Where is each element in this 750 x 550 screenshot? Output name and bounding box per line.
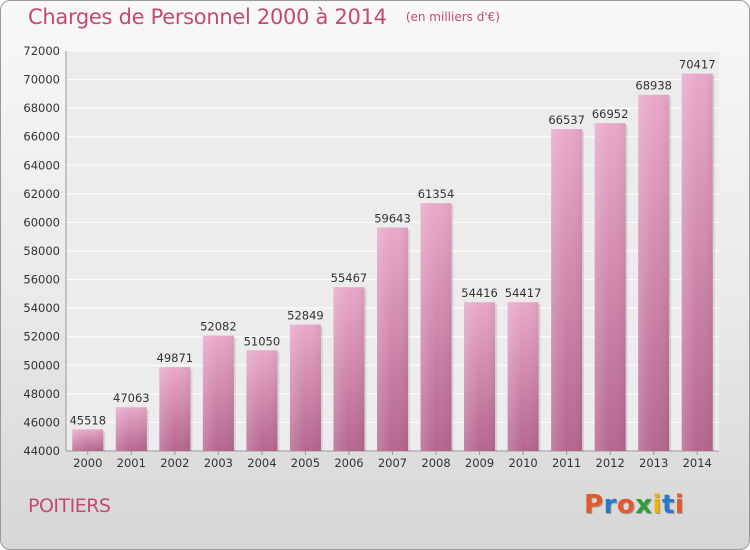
bar-highlight (681, 73, 713, 451)
data-label: 54416 (461, 286, 498, 300)
bar-highlight (115, 407, 147, 451)
bar-highlight (202, 335, 234, 451)
logo-letter: t (661, 490, 675, 520)
y-tick-label: 72000 (23, 44, 60, 58)
x-tick-label: 2005 (291, 456, 320, 470)
y-tick-label: 54000 (23, 301, 60, 315)
data-label: 59643 (374, 212, 411, 226)
bar-highlight (246, 350, 278, 451)
data-label: 45518 (69, 413, 106, 427)
y-tick-label: 64000 (23, 158, 60, 172)
data-label: 52849 (287, 309, 324, 323)
data-label: 55467 (331, 271, 368, 285)
chart-title: Charges de Personnel 2000 à 2014 (28, 5, 387, 29)
y-tick-label: 50000 (23, 358, 60, 372)
x-tick-label: 2014 (683, 456, 712, 470)
data-label: 66952 (592, 107, 629, 121)
logo-letter: x (635, 490, 653, 520)
x-tick-label: 2000 (73, 456, 102, 470)
logo-letter: o (616, 490, 636, 520)
bar-layer (72, 73, 715, 452)
y-tick-label: 68000 (23, 101, 60, 115)
x-tick-label: 2013 (639, 456, 668, 470)
x-tick-label: 2009 (465, 456, 494, 470)
data-label: 70417 (679, 58, 716, 72)
data-label: 61354 (418, 187, 455, 201)
bar-highlight (638, 94, 670, 451)
x-tick-label: 2012 (596, 456, 625, 470)
x-tick-label: 2007 (378, 456, 407, 470)
bar-highlight (289, 324, 321, 451)
y-tick-label: 66000 (23, 130, 60, 144)
data-label: 49871 (157, 351, 194, 365)
x-tick-label: 2006 (334, 456, 363, 470)
x-tick-label: 2003 (204, 456, 233, 470)
y-tick-label: 46000 (23, 415, 60, 429)
city-label: POITIERS (28, 495, 111, 517)
title-row: Charges de Personnel 2000 à 2014 (en mil… (28, 5, 500, 29)
y-tick-label: 70000 (23, 73, 60, 87)
logo-letter: r (603, 490, 617, 520)
proxiti-logo[interactable]: Proxiti (584, 490, 684, 520)
label-layer: 45518 47063 49871 52082 51050 52849 55467 59643… (69, 58, 715, 428)
chart-subtitle: (en milliers d'€) (405, 10, 500, 24)
x-tick-label: 2004 (247, 456, 276, 470)
y-tick-label: 56000 (23, 273, 60, 287)
logo-letter: i (652, 490, 662, 520)
bar-highlight (464, 302, 496, 451)
bar-highlight (333, 287, 365, 451)
data-label: 54417 (505, 286, 542, 300)
y-tick-label: 58000 (23, 244, 60, 258)
data-label: 47063 (113, 391, 150, 405)
bar-highlight (551, 129, 583, 452)
x-tick-label: 2001 (117, 456, 146, 470)
logo-letter: i (674, 490, 685, 520)
bar-highlight (594, 123, 626, 451)
axis-layer: 44000 46000 48000 50000 52000 54000 56000 58000… (23, 44, 719, 470)
x-tick-label: 2002 (160, 456, 189, 470)
y-tick-label: 48000 (23, 387, 60, 401)
data-label: 66537 (548, 113, 585, 127)
y-tick-label: 60000 (23, 215, 60, 229)
bar-highlight (72, 429, 104, 451)
y-tick-label: 52000 (23, 330, 60, 344)
bar-highlight (507, 302, 539, 451)
x-tick-label: 2008 (421, 456, 450, 470)
data-label: 68938 (635, 79, 672, 93)
x-tick-label: 2011 (552, 456, 581, 470)
data-label: 52082 (200, 320, 237, 334)
x-tick-label: 2010 (508, 456, 537, 470)
logo-letter: P (584, 490, 604, 520)
bar-highlight (420, 203, 452, 451)
y-tick-label: 44000 (23, 444, 60, 458)
bar-highlight (159, 367, 191, 451)
bar-highlight (377, 227, 408, 451)
data-label: 51050 (244, 334, 281, 348)
y-tick-label: 62000 (23, 187, 60, 201)
